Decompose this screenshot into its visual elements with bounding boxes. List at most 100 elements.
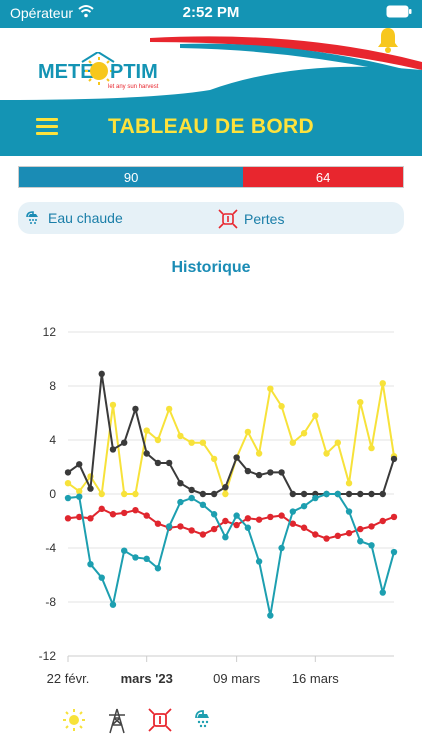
shower-icon[interactable] [192, 708, 214, 730]
meteoptim-logo: METE PTIM let any sun harvest [38, 50, 168, 90]
data-point [199, 439, 207, 446]
data-point [154, 436, 162, 444]
data-point [64, 494, 72, 502]
data-point [278, 544, 285, 552]
data-point [64, 515, 72, 522]
data-point [177, 523, 184, 530]
section-title: Historique [171, 259, 251, 276]
bell-icon[interactable] [376, 26, 400, 54]
data-point [222, 484, 229, 491]
x-tick-label: 22 févr. [47, 671, 90, 686]
chart-x-axis: 22 févr. mars '23 09 mars 16 mars [47, 655, 394, 686]
data-point [199, 501, 207, 508]
data-point [188, 494, 195, 502]
data-point [132, 554, 139, 561]
data-point [143, 427, 150, 434]
data-point [76, 493, 83, 500]
data-point [300, 430, 308, 437]
data-point [165, 405, 173, 413]
logo-text-right: PTIM [110, 61, 158, 83]
data-point [379, 589, 386, 596]
status-time: 2:52 PM [182, 4, 240, 21]
data-point [210, 511, 218, 518]
data-point [121, 490, 128, 498]
y-tick-label: -4 [45, 541, 56, 555]
split-value-bar: 90 64 [18, 166, 404, 188]
data-point [323, 450, 330, 457]
data-point [210, 455, 218, 463]
y-tick-label: -12 [39, 649, 57, 663]
data-point [379, 490, 386, 498]
data-point [357, 538, 364, 545]
data-point [244, 515, 252, 522]
data-point [109, 511, 117, 518]
pylon-icon[interactable] [106, 708, 128, 734]
data-point [289, 508, 297, 515]
data-point [368, 444, 375, 452]
legend-pill: Eau chaude Pertes [18, 202, 404, 234]
losses-icon[interactable] [148, 708, 172, 732]
data-point [154, 459, 162, 467]
data-point [334, 532, 341, 540]
data-point [390, 513, 398, 521]
data-point [210, 490, 218, 498]
legend-hot-water[interactable]: Eau chaude [24, 209, 123, 227]
logo-text-left: METE [38, 61, 94, 83]
chart-series [64, 370, 398, 619]
data-point [312, 412, 319, 419]
data-point [222, 534, 229, 541]
sun-icon[interactable] [62, 708, 86, 732]
data-point [143, 450, 150, 457]
app-header: Opérateur 2:52 PM METE [0, 0, 422, 100]
data-point [357, 525, 364, 533]
data-point [199, 531, 207, 538]
data-point [312, 494, 319, 502]
data-point [244, 467, 252, 475]
battery-icon [386, 5, 412, 18]
data-point [368, 490, 375, 498]
data-point [390, 455, 398, 463]
logo-tagline: let any sun harvest [108, 84, 159, 90]
data-point [132, 490, 139, 498]
data-point [345, 508, 353, 515]
hamburger-menu-icon[interactable] [36, 118, 58, 136]
data-point [255, 471, 263, 479]
data-point [109, 446, 117, 453]
data-point [87, 515, 94, 522]
data-point [289, 439, 297, 446]
data-point [143, 555, 150, 562]
data-point [379, 517, 386, 525]
data-point [255, 558, 263, 565]
data-point [132, 405, 139, 413]
y-tick-label: 4 [49, 433, 56, 447]
data-point [64, 480, 72, 487]
data-point [154, 565, 162, 572]
data-point [132, 507, 139, 514]
data-point [255, 516, 263, 523]
x-tick-label: 16 mars [292, 671, 339, 686]
carrier-label: Opérateur [10, 5, 74, 21]
status-bar: Opérateur 2:52 PM [0, 0, 422, 26]
data-point [109, 601, 117, 608]
data-point [345, 480, 353, 487]
data-point [87, 561, 94, 568]
data-point [109, 401, 117, 409]
data-point [390, 548, 398, 556]
chart-y-labels: 12 8 4 0 -4 -8 -12 [39, 325, 57, 663]
data-point [300, 524, 308, 531]
data-point [98, 505, 105, 513]
data-point [368, 542, 375, 549]
data-point [76, 513, 83, 521]
data-point [233, 521, 240, 529]
logo-graphic: METE PTIM let any sun harvest [38, 50, 159, 90]
data-point [323, 490, 330, 498]
data-point [76, 461, 83, 468]
data-point [233, 454, 240, 461]
data-point [154, 520, 162, 527]
history-chart: 12 8 4 0 -4 -8 -12 22 févr. mars '23 09 mars 16 m… [39, 325, 398, 686]
y-tick-label: 0 [49, 487, 56, 501]
data-point [177, 480, 184, 487]
split-bar-left: 90 [19, 167, 244, 187]
series-line [67, 383, 395, 498]
legend-losses[interactable]: Pertes [218, 209, 284, 229]
